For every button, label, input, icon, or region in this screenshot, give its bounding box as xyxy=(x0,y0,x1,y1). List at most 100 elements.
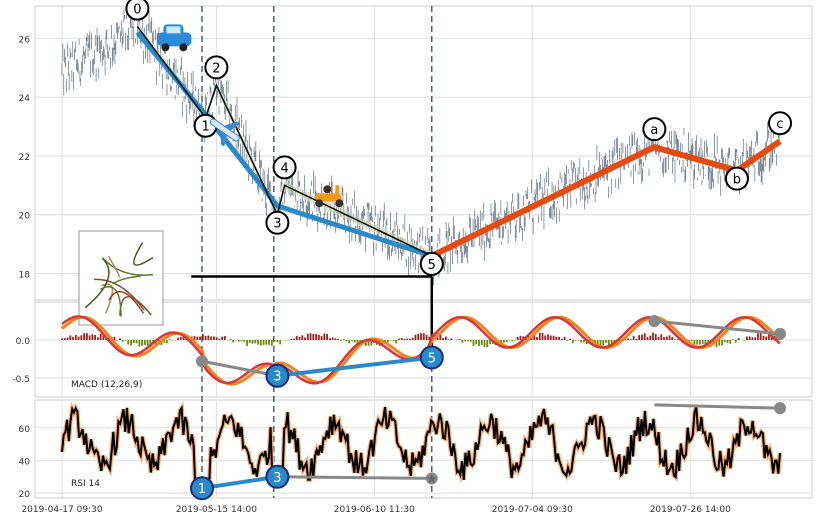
macd-histogram-bar xyxy=(417,334,419,340)
macd-histogram-bar xyxy=(219,339,221,340)
macd-histogram-bar xyxy=(735,340,737,343)
wave-point-label: 2 xyxy=(212,61,220,76)
macd-histogram-bar xyxy=(484,340,486,347)
macd-histogram-bar xyxy=(718,340,720,346)
macd-panel-label: MACD (12,26,9) xyxy=(71,380,142,390)
macd-histogram-bar xyxy=(318,335,320,340)
wave-point-label: c xyxy=(776,117,783,132)
rsi-y-tick-label: 60 xyxy=(19,425,31,435)
macd-divergence-label: 5 xyxy=(428,351,436,366)
macd-histogram-bar xyxy=(467,340,469,341)
macd-histogram-bar xyxy=(475,340,477,344)
price-y-tick-label: 18 xyxy=(19,271,31,281)
macd-y-tick-label: -0.5 xyxy=(12,375,30,385)
macd-histogram-bar xyxy=(426,335,428,340)
scooter-wheel xyxy=(335,199,343,207)
macd-histogram-bar xyxy=(116,340,118,341)
macd-histogram-bar xyxy=(346,340,348,341)
macd-histogram-bar xyxy=(263,340,265,345)
macd-histogram-bar xyxy=(555,337,557,340)
macd-histogram-bar xyxy=(660,334,662,340)
macd-histogram-bar xyxy=(462,340,464,343)
x-tick-label: 2019-06-10 11:30 xyxy=(334,505,415,515)
macd-histogram-bar xyxy=(696,340,698,345)
macd-histogram-bar xyxy=(133,340,135,343)
price-y-tick-label: 20 xyxy=(19,212,31,222)
macd-histogram-bar xyxy=(627,339,629,340)
macd-histogram-bar xyxy=(721,340,723,345)
inset-plant-image xyxy=(79,231,163,325)
macd-histogram-bar xyxy=(138,340,140,347)
macd-histogram-bar xyxy=(406,339,408,340)
macd-histogram-bar xyxy=(89,335,91,340)
macd-histogram-bar xyxy=(216,337,218,340)
price-y-tick-label: 26 xyxy=(19,35,31,45)
wave-point-label: 0 xyxy=(133,3,141,18)
macd-histogram-bar xyxy=(669,335,671,340)
macd-histogram-bar xyxy=(757,333,759,340)
macd-histogram-bar xyxy=(420,333,422,340)
macd-histogram-bar xyxy=(641,335,643,340)
scooter-stem xyxy=(335,185,339,197)
macd-histogram-bar xyxy=(655,334,657,340)
macd-histogram-bar xyxy=(75,335,77,340)
macd-histogram-bar xyxy=(290,339,292,340)
macd-histogram-bar xyxy=(511,340,513,341)
macd-histogram-bar xyxy=(86,333,88,340)
macd-histogram-bar xyxy=(644,333,646,340)
macd-histogram-bar xyxy=(323,333,325,340)
macd-histogram-bar xyxy=(763,336,765,340)
macd-histogram-bar xyxy=(315,334,317,340)
macd-histogram-bar xyxy=(166,340,168,343)
car-wheel xyxy=(161,43,169,51)
macd-histogram-bar xyxy=(354,340,356,342)
macd-histogram-bar xyxy=(738,338,740,340)
macd-histogram-bar xyxy=(69,335,71,340)
macd-histogram-bar xyxy=(337,339,339,340)
macd-histogram-bar xyxy=(72,337,74,340)
macd-histogram-bar xyxy=(299,337,301,340)
macd-histogram-bar xyxy=(702,340,704,344)
macd-histogram-bar xyxy=(78,337,80,340)
macd-histogram-bar xyxy=(751,337,753,340)
macd-histogram-bar xyxy=(638,335,640,340)
macd-histogram-bar xyxy=(539,333,541,340)
macd-histogram-bar xyxy=(329,338,331,340)
macd-histogram-bar xyxy=(268,340,270,345)
rsi-divergence-grey-line xyxy=(277,477,431,479)
macd-histogram-bar xyxy=(67,337,69,340)
macd-histogram-bar xyxy=(265,340,267,345)
macd-histogram-bar xyxy=(409,339,411,340)
macd-histogram-bar xyxy=(279,340,281,344)
macd-histogram-bar xyxy=(61,338,63,340)
macd-histogram-bar xyxy=(274,340,276,342)
macd-histogram-bar xyxy=(486,340,488,347)
macd-histogram-bar xyxy=(252,340,254,344)
macd-histogram-bar xyxy=(395,340,397,343)
macd-histogram-bar xyxy=(230,339,232,340)
car-window xyxy=(166,26,180,33)
macd-histogram-bar xyxy=(97,337,99,340)
macd-histogram-bar xyxy=(205,336,207,340)
macd-histogram-bar xyxy=(199,337,201,340)
macd-histogram-bar xyxy=(321,336,323,340)
macd-histogram-bar xyxy=(470,340,472,342)
rsi-star-marker: ★ xyxy=(425,471,438,487)
macd-histogram-bar xyxy=(561,339,563,340)
macd-histogram-bar xyxy=(602,340,604,345)
macd-histogram-bar xyxy=(674,339,676,340)
macd-histogram-bar xyxy=(569,339,571,340)
wave-point-label: 4 xyxy=(280,161,288,176)
macd-histogram-bar xyxy=(630,339,632,340)
macd-histogram-bar xyxy=(464,340,466,341)
macd-histogram-bar xyxy=(520,336,522,340)
x-tick-label: 2019-07-04 09:30 xyxy=(492,505,573,515)
macd-histogram-bar xyxy=(760,333,762,340)
macd-grey-dot xyxy=(196,355,208,367)
macd-histogram-bar xyxy=(517,337,519,340)
wave-point-label: b xyxy=(733,173,741,188)
wave-point-label: a xyxy=(650,123,658,138)
macd-histogram-bar xyxy=(249,340,251,343)
scooter-rider xyxy=(323,185,331,193)
